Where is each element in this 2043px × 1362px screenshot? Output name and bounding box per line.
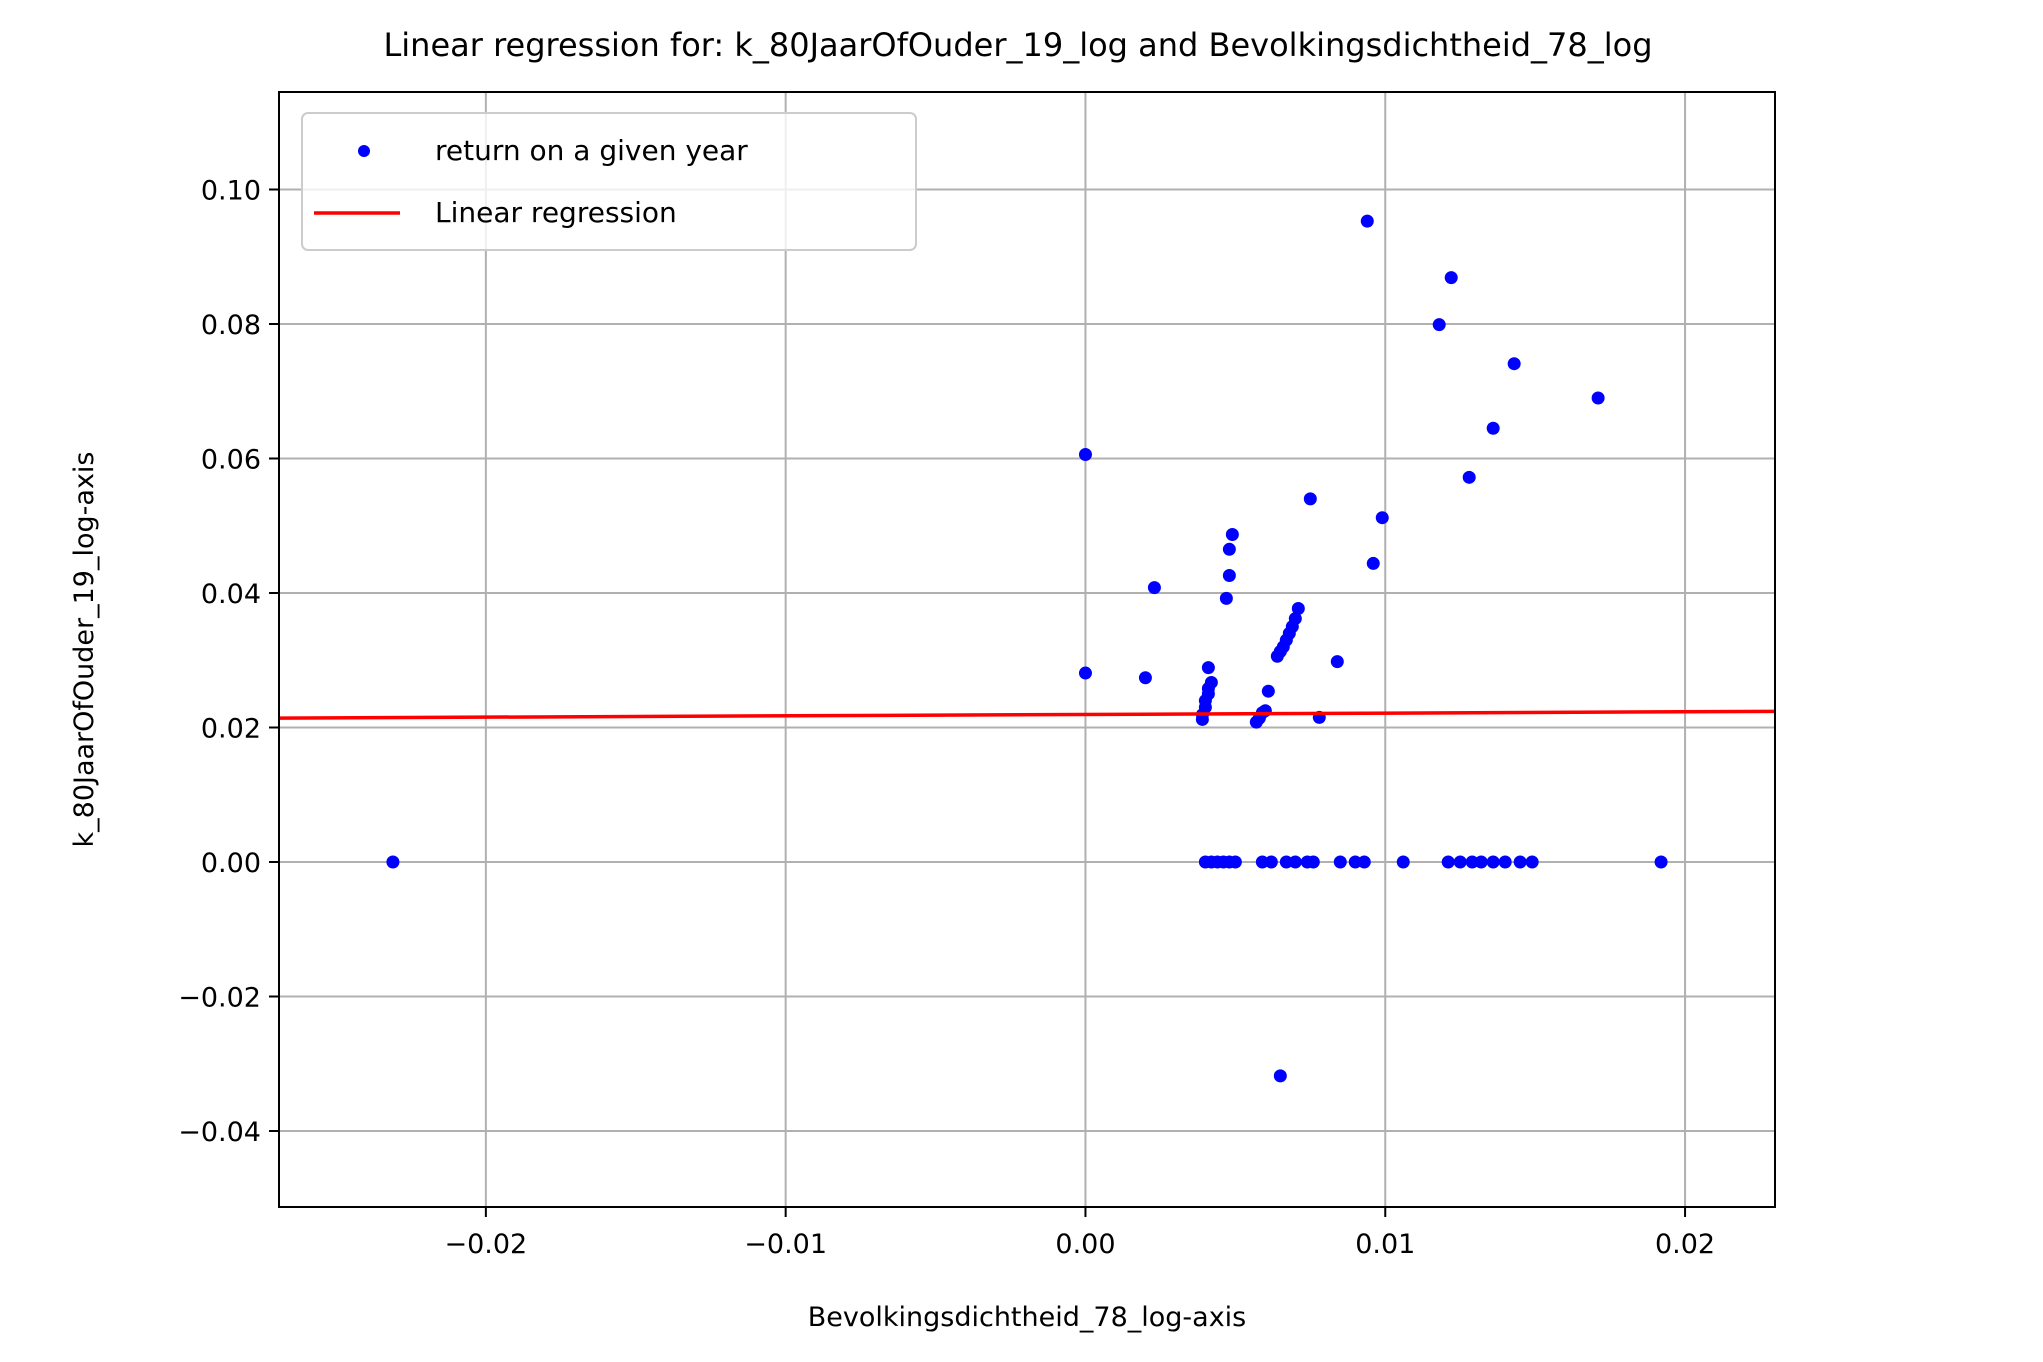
plot-background [279, 92, 1775, 1207]
chart-title: Linear regression for: k_80JaarOfOuder_1… [383, 26, 1652, 64]
scatter-point [1147, 581, 1161, 595]
x-tick-label: 0.00 [1055, 1229, 1115, 1260]
y-tick-label: 0.00 [201, 848, 261, 879]
x-axis-label: Bevolkingsdichtheid_78_log-axis [808, 1302, 1247, 1333]
scatter-point [1225, 528, 1239, 542]
scatter-point [1222, 569, 1236, 583]
scatter-point [1261, 684, 1275, 698]
scatter-point [1396, 855, 1410, 869]
scatter-point [1255, 855, 1269, 869]
scatter-series [386, 214, 1668, 1083]
scatter-point [1138, 671, 1152, 685]
scatter-point [1333, 855, 1347, 869]
scatter-point [1507, 357, 1521, 371]
scatter-point [1204, 675, 1218, 689]
scatter-point [1201, 661, 1215, 675]
y-tick-label: −0.02 [178, 983, 261, 1014]
y-tick-label: −0.04 [178, 1117, 261, 1148]
scatter-point [1222, 542, 1236, 556]
scatter-point [1462, 470, 1476, 484]
scatter-point [1330, 655, 1344, 669]
y-tick-label: 0.04 [201, 579, 261, 610]
scatter-point [1474, 855, 1488, 869]
scatter-point [1375, 511, 1389, 525]
scatter-point [1465, 855, 1479, 869]
legend-scatter-marker [358, 145, 370, 157]
scatter-point [1303, 492, 1317, 506]
scatter-point [1654, 855, 1668, 869]
scatter-point [1486, 855, 1500, 869]
scatter-point [1279, 855, 1293, 869]
scatter-point [1360, 214, 1374, 228]
scatter-point [1264, 855, 1278, 869]
scatter-point [1432, 318, 1446, 332]
scatter-point [1498, 855, 1512, 869]
regression-series [278, 709, 1776, 720]
y-tick-label: 0.10 [201, 176, 261, 207]
scatter-point [1486, 421, 1500, 435]
x-tick-label: 0.02 [1655, 1229, 1715, 1260]
legend: return on a given year Linear regression [301, 112, 917, 251]
y-tick-label: 0.08 [201, 310, 261, 341]
y-tick-label: 0.06 [201, 445, 261, 476]
scatter-point [1273, 1069, 1287, 1083]
x-tick-label: −0.01 [744, 1229, 827, 1260]
y-axis-label: k_80JaarOfOuder_19_log-axis [69, 452, 100, 848]
scatter-point [1219, 591, 1233, 605]
scatter-point [1366, 556, 1380, 570]
scatter-point [1228, 855, 1242, 869]
scatter-point [1288, 612, 1302, 626]
scatter-point [1513, 855, 1527, 869]
x-tick-label: −0.02 [444, 1229, 527, 1260]
x-tick-label: 0.01 [1355, 1229, 1415, 1260]
scatter-point [1306, 855, 1320, 869]
y-tick-label: 0.02 [201, 714, 261, 745]
legend-label-line: Linear regression [435, 196, 677, 229]
scatter-point [1525, 855, 1539, 869]
scatter-point [1348, 855, 1362, 869]
scatter-point [386, 855, 400, 869]
scatter-point [1357, 855, 1371, 869]
legend-box [301, 112, 917, 251]
scatter-point [1441, 855, 1455, 869]
regression-line [278, 709, 1776, 720]
legend-label-scatter: return on a given year [435, 134, 748, 167]
scatter-point [1078, 666, 1092, 680]
scatter-point [1288, 855, 1302, 869]
scatter-point [1591, 391, 1605, 405]
scatter-point [1078, 447, 1092, 461]
scatter-point [1444, 271, 1458, 285]
grid [279, 92, 1775, 1207]
plot-area: −0.02 −0.01 0.00 0.01 0.02 −0.04 −0.02 0.00 0.02… [178, 91, 1776, 1260]
scatter-point [1291, 601, 1305, 615]
scatter-point [1453, 855, 1467, 869]
plot-frame [278, 91, 1776, 1208]
axis-ticks: −0.02 −0.01 0.00 0.01 0.02 −0.04 −0.02 0.00 0.02… [178, 176, 1715, 1260]
